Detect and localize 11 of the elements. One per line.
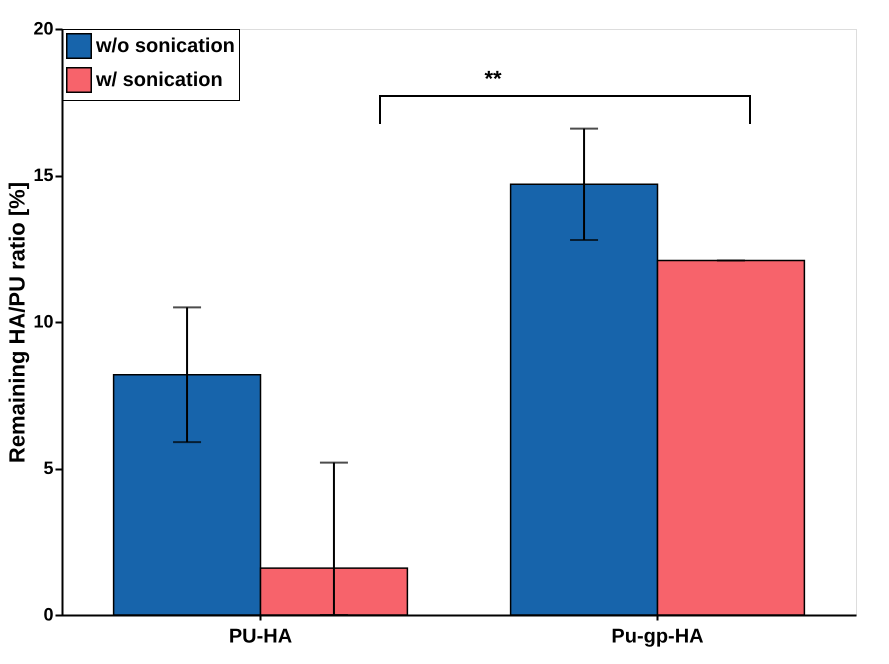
x-tick-label: PU-HA	[228, 626, 292, 648]
y-tick-label: 10	[33, 312, 54, 332]
y-tick-label: 5	[43, 458, 54, 478]
y-tick-label: 20	[33, 18, 54, 38]
annotation: **	[484, 66, 502, 91]
y-tick-label: 0	[43, 604, 54, 624]
x-tick-label: Pu-gp-HA	[611, 626, 704, 648]
y-axis-title: Remaining HA/PU ratio [%]	[4, 182, 30, 464]
y-tick-label: 15	[33, 165, 54, 185]
legend-label: w/ sonication	[95, 69, 223, 91]
legend-label: w/o sonication	[95, 35, 235, 57]
